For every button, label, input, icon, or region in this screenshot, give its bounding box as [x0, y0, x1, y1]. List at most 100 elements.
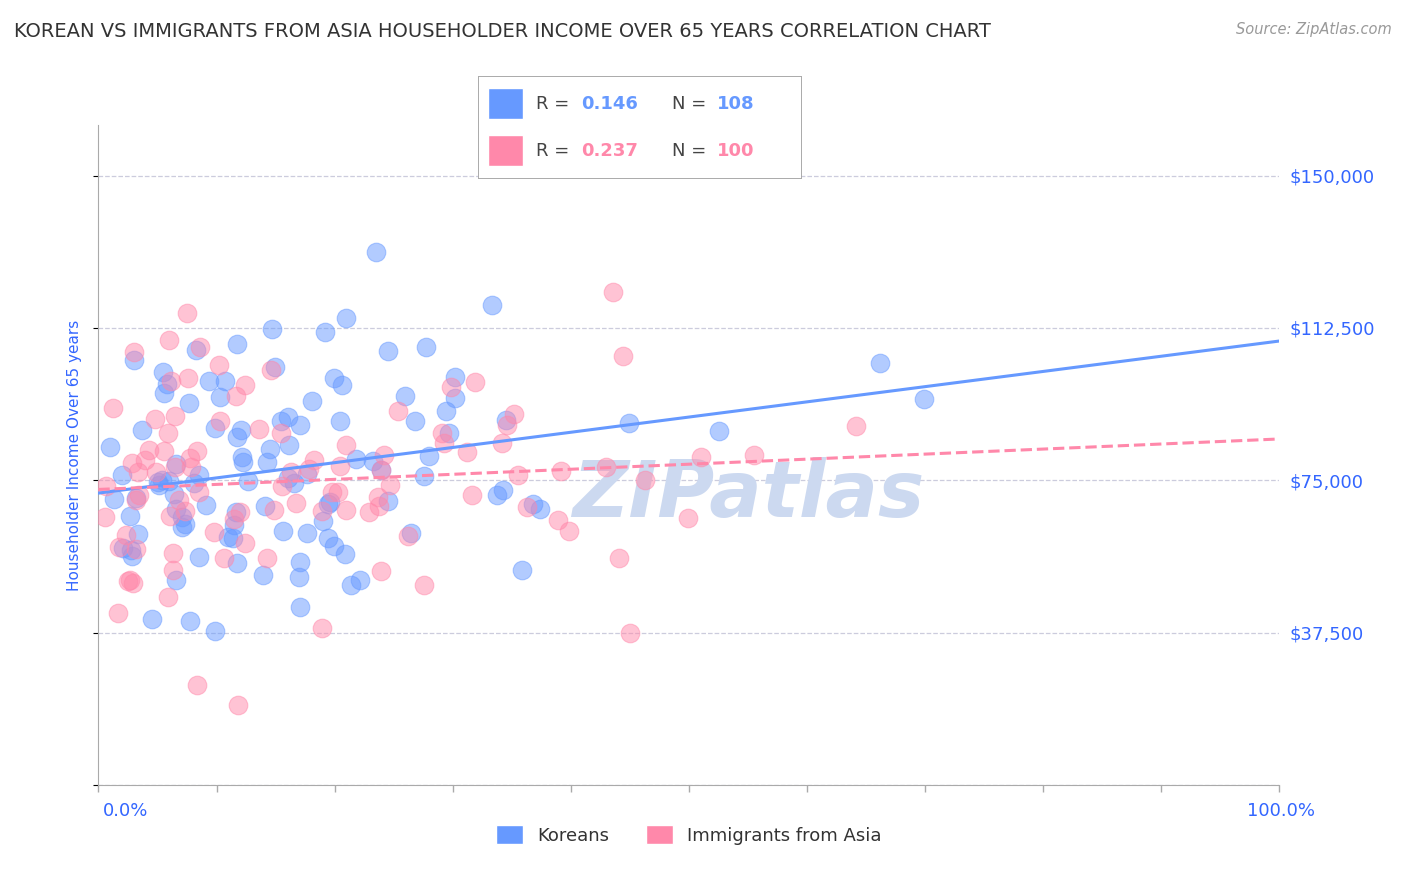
Point: [394, 389, 416, 403]
Point: [208, 414, 231, 428]
Point: [444, 369, 467, 384]
Point: [634, 473, 657, 487]
Point: [495, 413, 517, 427]
Point: [486, 488, 509, 502]
Point: [152, 473, 174, 487]
Point: [522, 497, 544, 511]
Point: [443, 391, 465, 405]
Text: 100.0%: 100.0%: [1247, 802, 1315, 820]
Point: [550, 463, 572, 477]
Point: [277, 438, 299, 452]
Point: [122, 344, 145, 359]
Point: [100, 440, 122, 454]
Point: [387, 404, 409, 418]
Text: 0.237: 0.237: [582, 142, 638, 160]
Point: [322, 371, 344, 385]
Point: [188, 467, 211, 482]
Point: [202, 525, 225, 540]
Point: [361, 453, 384, 467]
Bar: [488, 88, 523, 119]
Point: [122, 576, 145, 591]
Point: [121, 549, 143, 564]
Point: [346, 452, 368, 467]
Point: [179, 451, 201, 466]
Point: [236, 475, 259, 489]
Point: [503, 407, 526, 421]
Point: [221, 531, 243, 545]
Point: [165, 501, 187, 516]
Point: [167, 492, 190, 507]
Point: [439, 380, 461, 394]
Point: [263, 360, 285, 375]
Point: [277, 410, 299, 425]
Point: [254, 499, 277, 513]
Point: [311, 504, 333, 518]
Point: [229, 423, 252, 437]
Point: [329, 414, 352, 428]
Point: [94, 510, 117, 524]
Point: [96, 479, 118, 493]
Point: [690, 450, 713, 465]
Point: [152, 364, 174, 378]
Point: [224, 512, 246, 526]
Text: N =: N =: [672, 142, 711, 160]
Point: [120, 543, 142, 558]
Point: [492, 483, 515, 498]
Point: [370, 564, 392, 578]
Point: [312, 514, 335, 528]
Point: [845, 418, 868, 433]
Point: [183, 475, 205, 490]
Point: [162, 563, 184, 577]
Point: [288, 570, 311, 584]
Point: [377, 343, 399, 358]
Point: [359, 505, 381, 519]
Point: [224, 518, 246, 533]
Point: [506, 468, 529, 483]
Point: [319, 495, 342, 509]
Point: [124, 352, 146, 367]
Text: Source: ZipAtlas.com: Source: ZipAtlas.com: [1236, 22, 1392, 37]
Point: [284, 496, 307, 510]
Bar: [488, 136, 523, 166]
Point: [335, 547, 357, 561]
Point: [111, 541, 134, 555]
Point: [314, 325, 336, 339]
Point: [225, 556, 247, 570]
Point: [330, 377, 353, 392]
Point: [335, 503, 357, 517]
Point: [186, 443, 208, 458]
Point: [558, 524, 581, 538]
Point: [329, 458, 352, 473]
Point: [165, 573, 187, 587]
Point: [134, 453, 156, 467]
Point: [165, 457, 187, 471]
Point: [461, 488, 484, 502]
Point: [247, 422, 270, 436]
Point: [184, 343, 207, 357]
Point: [430, 426, 453, 441]
Point: [225, 389, 247, 403]
Point: [321, 485, 343, 500]
Point: [157, 333, 180, 347]
Point: [197, 374, 219, 388]
Point: [404, 414, 426, 428]
Point: [912, 392, 935, 406]
Point: [186, 678, 208, 692]
Point: [595, 460, 617, 475]
Point: [228, 698, 250, 712]
Point: [231, 450, 253, 465]
Point: [159, 474, 181, 488]
Point: [107, 541, 129, 555]
Point: [370, 463, 392, 477]
Point: [277, 470, 299, 484]
Point: [339, 577, 361, 591]
Point: [271, 524, 294, 538]
Point: [270, 414, 292, 428]
Point: [301, 393, 323, 408]
Point: [127, 527, 149, 541]
Point: [124, 491, 146, 505]
Point: [163, 486, 186, 500]
Point: [464, 375, 486, 389]
Point: [180, 460, 202, 475]
Point: [212, 551, 235, 566]
